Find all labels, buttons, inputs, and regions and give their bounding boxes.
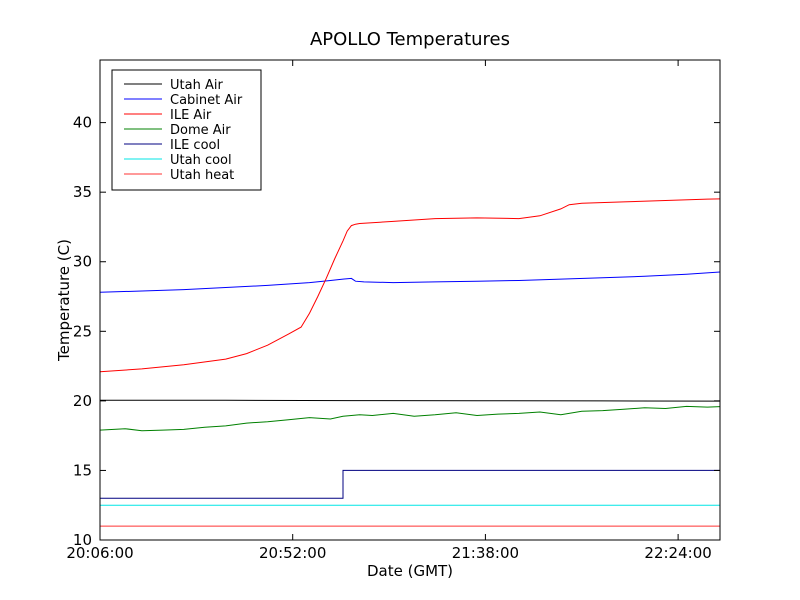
x-tick-label: 22:24:00 <box>644 544 711 562</box>
chart-title: APOLLO Temperatures <box>310 29 510 50</box>
legend-label: Cabinet Air <box>170 93 243 108</box>
x-tick-label: 21:38:00 <box>452 544 519 562</box>
x-tick-label: 20:52:00 <box>259 544 326 562</box>
series-line-ile-cool <box>100 469 720 499</box>
y-tick-label: 10 <box>73 531 92 549</box>
legend-label: Dome Air <box>170 123 231 138</box>
y-tick-label: 30 <box>73 253 92 271</box>
legend-label: ILE cool <box>170 138 220 153</box>
series-line-ile-air <box>100 198 720 373</box>
tick-layer: 10 15 20 25 30 35 40 20:06:00 20:52:00 21:38:00 22… <box>66 60 720 562</box>
plot-frame <box>99 59 721 541</box>
y-tick-label: 40 <box>73 114 92 132</box>
legend-label: Utah cool <box>170 153 232 168</box>
legend-label: Utah Air <box>170 78 223 93</box>
series-line-dome-air <box>100 405 720 432</box>
series-layer <box>100 198 720 527</box>
series-line-cabinet-air <box>100 271 720 293</box>
x-tick-label: 20:06:00 <box>66 544 133 562</box>
legend-label: Utah heat <box>170 168 234 183</box>
x-axis-label: Date (GMT) <box>367 562 453 580</box>
y-tick-label: 25 <box>73 322 92 340</box>
y-axis-label: Temperature (C) <box>55 239 73 362</box>
legend-label: ILE Air <box>170 108 212 123</box>
series-line-utah-air <box>100 399 720 402</box>
legend-box <box>111 69 262 191</box>
y-tick-label: 15 <box>73 461 92 479</box>
y-tick-label: 35 <box>73 183 92 201</box>
y-tick-label: 20 <box>73 392 92 410</box>
